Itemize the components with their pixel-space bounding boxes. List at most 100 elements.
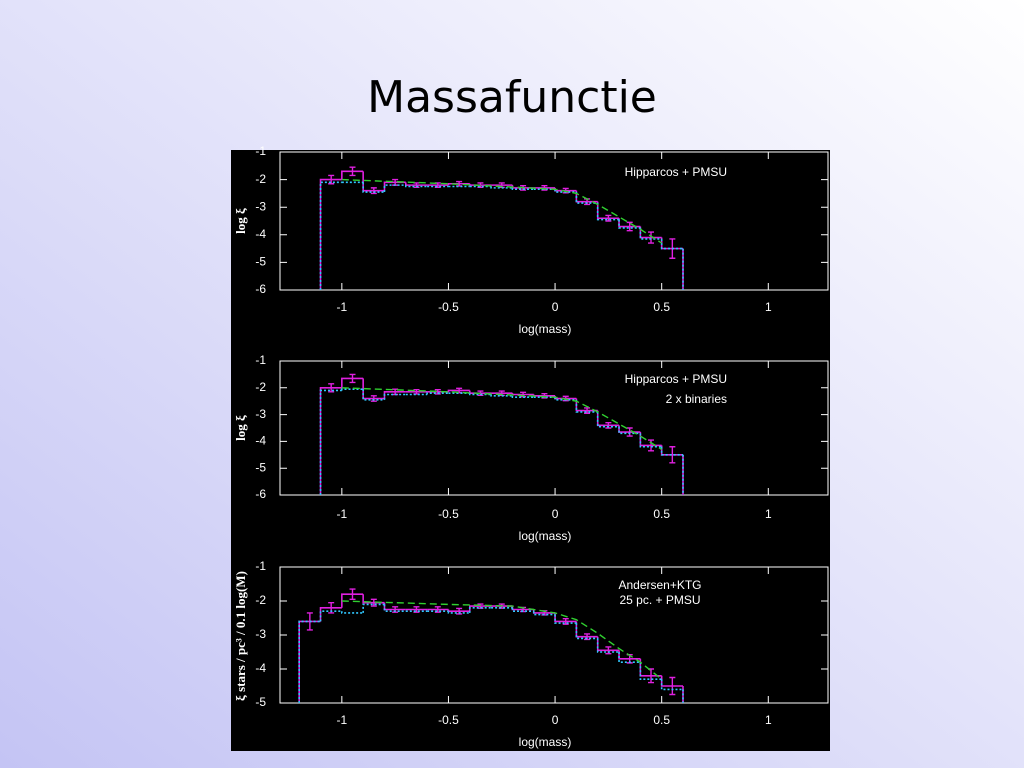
histogram-step — [298, 620, 321, 703]
histogram-step — [468, 607, 492, 613]
histogram-step — [511, 187, 534, 191]
x-tick-label: 1 — [765, 300, 772, 314]
histogram-step — [362, 603, 385, 613]
histogram-step — [660, 238, 684, 250]
histogram-step — [511, 607, 534, 612]
error-bar — [370, 598, 377, 607]
histogram-step — [405, 185, 428, 188]
error-bar — [584, 407, 591, 414]
histogram-step — [341, 170, 364, 180]
fit-line — [341, 178, 663, 244]
annotation: Hipparcos + PMSU — [625, 372, 727, 386]
histogram-step — [426, 392, 449, 395]
y-tick-label: -6 — [255, 282, 266, 296]
histogram-step — [383, 391, 406, 399]
histogram-step — [554, 397, 577, 401]
histogram-step — [447, 389, 470, 392]
histogram-step — [341, 593, 364, 608]
x-axis-label: log(mass) — [519, 529, 572, 543]
histogram-step — [618, 652, 641, 663]
x-tick-label: -0.5 — [438, 507, 459, 521]
histogram-step — [596, 638, 620, 653]
histogram-step — [468, 183, 492, 186]
x-axis-label: log(mass) — [519, 322, 572, 336]
histogram-step — [660, 446, 684, 456]
histogram-step — [554, 189, 577, 193]
y-tick-label: -3 — [255, 407, 266, 421]
error-bar — [626, 221, 633, 232]
histogram-step — [383, 604, 406, 612]
histogram-step — [341, 611, 364, 614]
error-bar — [328, 383, 335, 393]
x-tick-label: -0.5 — [438, 713, 459, 727]
y-tick-label: -1 — [255, 144, 266, 158]
y-tick-label: -2 — [255, 172, 266, 186]
error-bar — [648, 231, 655, 244]
histogram-step — [639, 662, 662, 680]
histogram-step — [596, 203, 620, 221]
error-bar — [562, 617, 569, 625]
y-tick-label: -4 — [255, 434, 266, 448]
histogram-step — [319, 610, 342, 622]
histogram-step — [447, 182, 470, 186]
histogram-step — [618, 219, 641, 229]
y-tick-label: -1 — [255, 559, 266, 573]
x-tick-label: -1 — [337, 507, 348, 521]
y-axis-label: log ξ — [233, 415, 248, 441]
error-bar — [669, 446, 676, 464]
histogram-step — [362, 182, 385, 193]
histogram-step — [319, 181, 342, 290]
histogram-step — [575, 399, 598, 413]
annotation: 25 pc. + PMSU — [619, 593, 700, 607]
y-tick-label: -4 — [255, 661, 266, 675]
x-tick-label: 0.5 — [653, 300, 670, 314]
histogram-step — [362, 389, 385, 401]
x-tick-label: 1 — [765, 713, 772, 727]
annotation: 2 x binaries — [666, 392, 727, 406]
figure-background — [231, 150, 830, 751]
histogram-step — [319, 389, 342, 495]
x-tick-label: 0.5 — [653, 507, 670, 521]
error-bar — [349, 373, 356, 384]
fit-line — [341, 387, 663, 451]
histogram-step — [639, 433, 662, 448]
histogram-step — [341, 388, 364, 391]
histogram-step — [447, 611, 470, 614]
histogram-step — [383, 184, 406, 193]
x-tick-label: -0.5 — [438, 300, 459, 314]
slide-title: Massafunctie — [367, 72, 657, 123]
error-bar — [669, 676, 676, 696]
histogram-step — [554, 614, 577, 624]
y-tick-label: -2 — [255, 380, 266, 394]
error-bar — [413, 606, 420, 613]
error-bar — [648, 439, 655, 452]
plot-frame — [279, 151, 829, 291]
x-tick-label: 0 — [552, 507, 559, 521]
x-tick-label: 0.5 — [653, 713, 670, 727]
histogram-step — [575, 192, 598, 204]
histogram-step — [490, 394, 513, 397]
y-axis-label: ξ stars / pc³ / 0.1 log(M) — [233, 571, 248, 701]
histogram-step — [596, 411, 620, 428]
annotation: Andersen+KTG — [618, 578, 701, 592]
histogram-step — [511, 395, 534, 398]
y-tick-label: -3 — [255, 199, 266, 213]
y-axis-label: log ξ — [233, 208, 248, 234]
histogram-step — [468, 393, 492, 396]
x-tick-label: -1 — [337, 713, 348, 727]
x-tick-label: -1 — [337, 300, 348, 314]
error-bar — [434, 606, 441, 613]
fit-line — [341, 600, 663, 680]
histogram-step — [341, 377, 364, 388]
x-tick-label: 0 — [552, 713, 559, 727]
x-tick-label: 0 — [552, 300, 559, 314]
histogram-step — [596, 636, 620, 652]
histogram-step — [319, 387, 342, 495]
histogram-step — [575, 398, 598, 412]
y-tick-label: -6 — [255, 487, 266, 501]
annotation: Hipparcos + PMSU — [625, 165, 727, 179]
histogram-step — [468, 605, 492, 612]
histogram-step — [532, 611, 556, 616]
y-tick-label: -3 — [255, 627, 266, 641]
